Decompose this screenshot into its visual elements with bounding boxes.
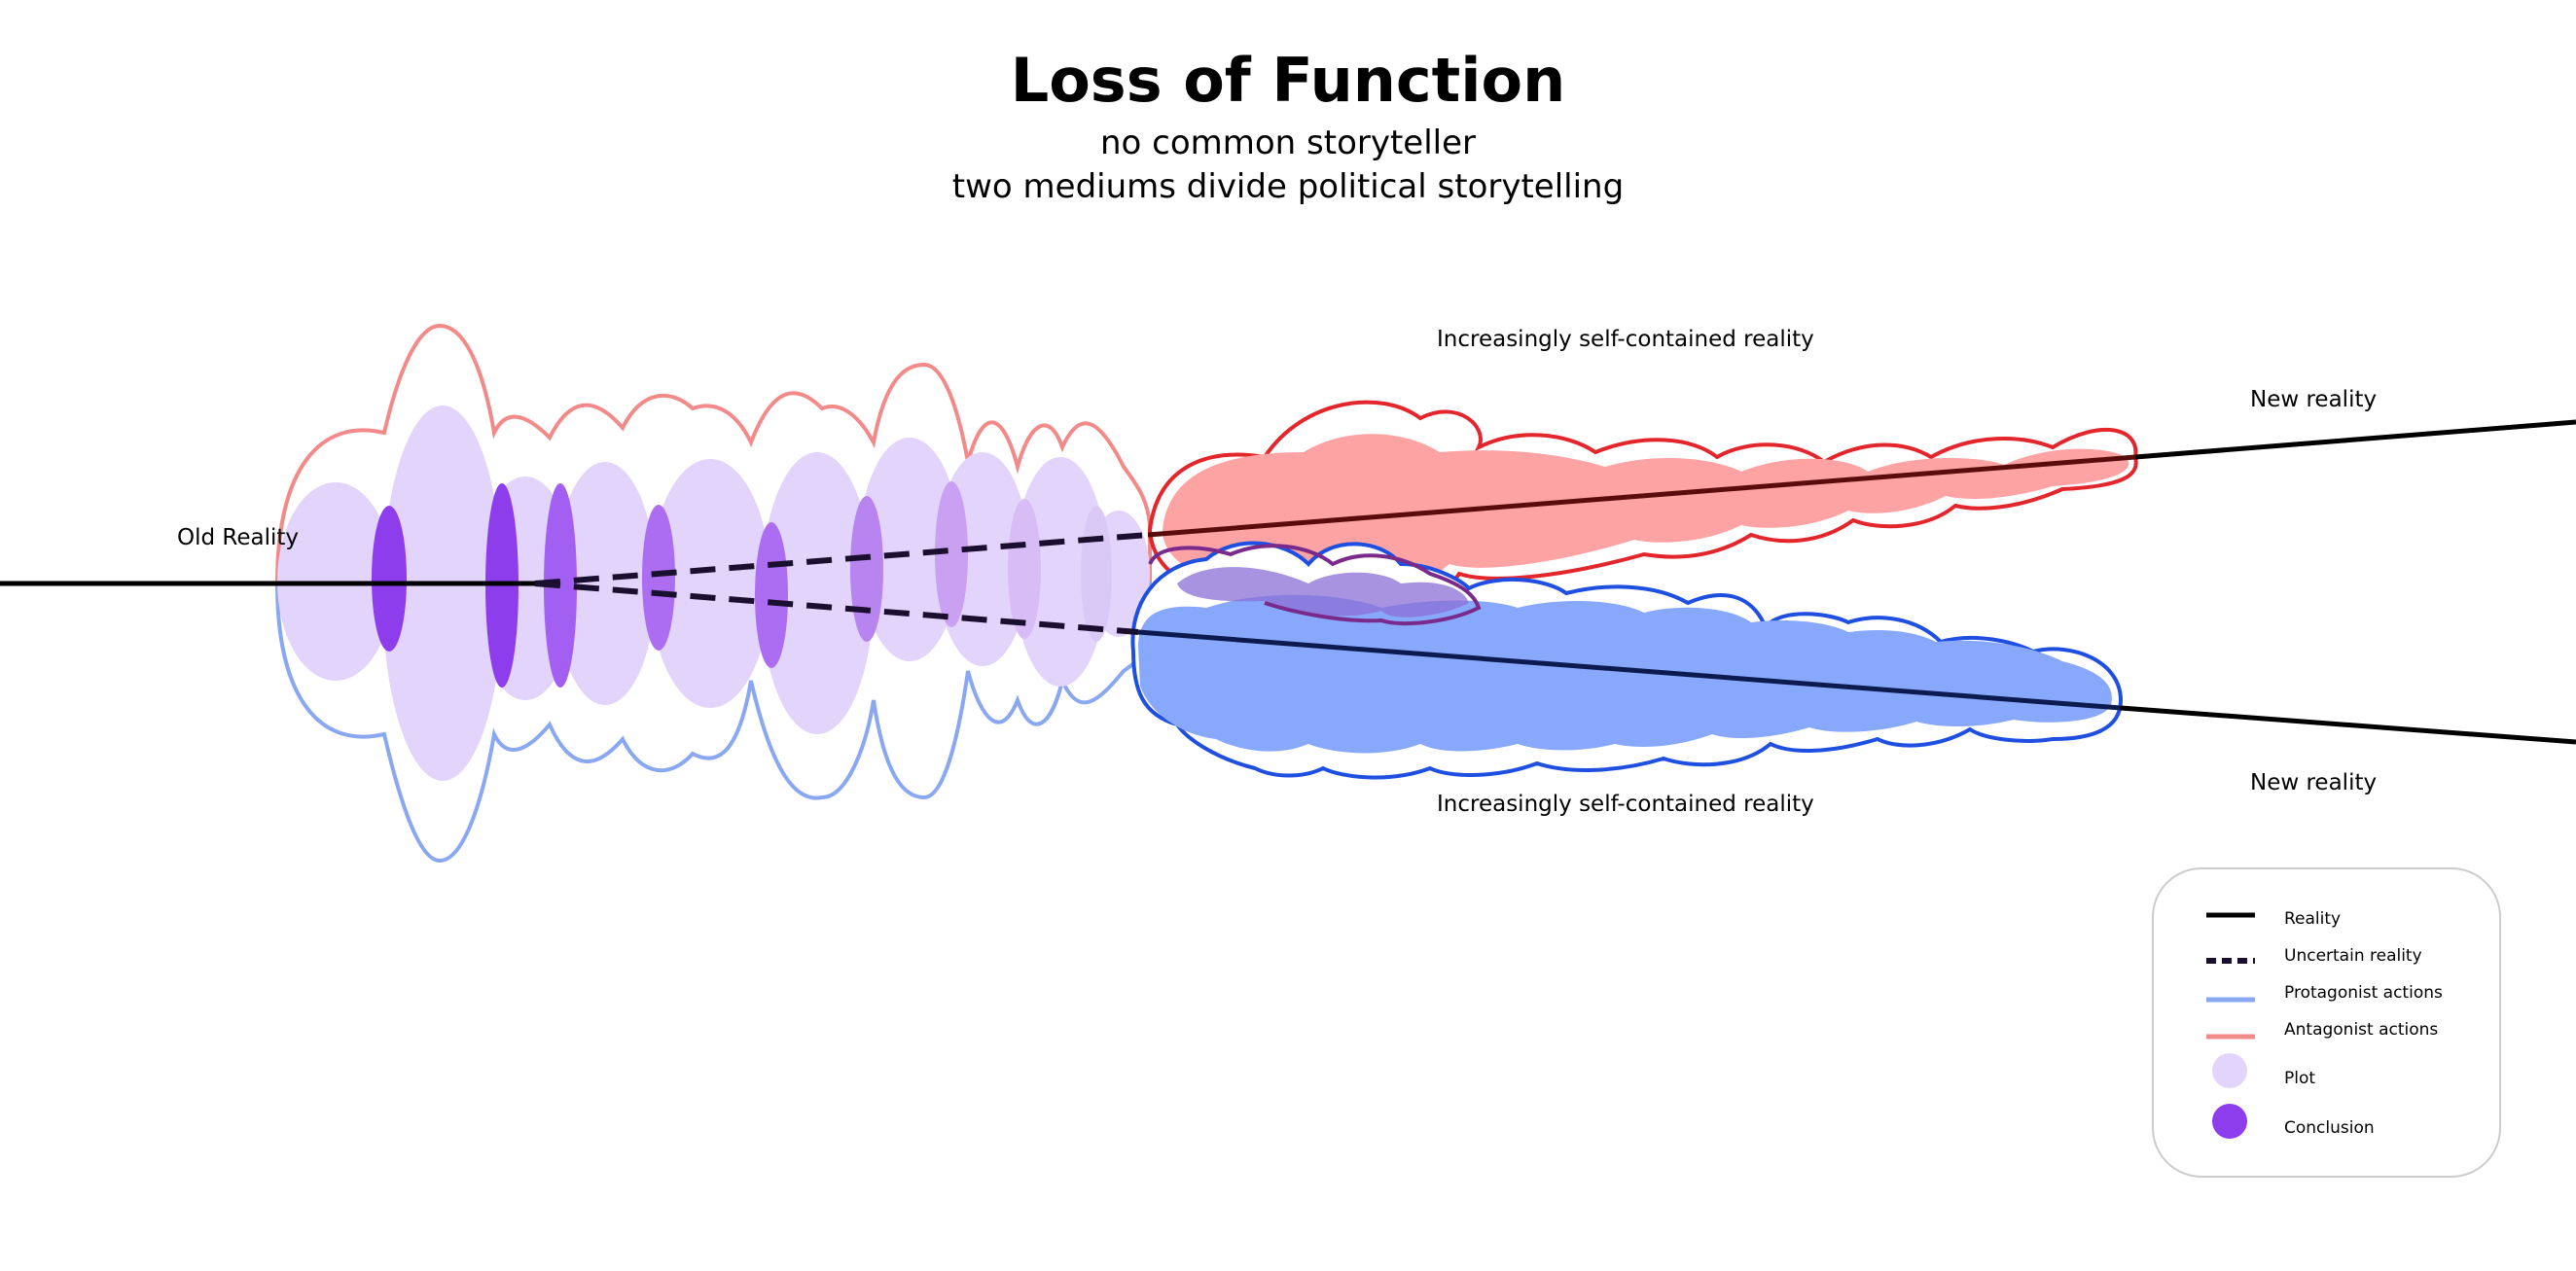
lower-reality-line-inside bbox=[1137, 629, 2122, 711]
conclusion-blob bbox=[544, 483, 577, 688]
conclusion-blob bbox=[642, 505, 675, 651]
diagram-title: Loss of Function bbox=[1011, 45, 1566, 116]
legend-reality-label: Reality bbox=[2284, 909, 2341, 929]
upper-self-contained-label: Increasingly self-contained reality bbox=[1437, 327, 1814, 352]
subtitle-line-2: two mediums divide political storytellin… bbox=[952, 167, 1624, 206]
legend-uncertain-label: Uncertain reality bbox=[2284, 946, 2422, 966]
legend-plot-label: Plot bbox=[2284, 1069, 2315, 1088]
lower-new-reality-line bbox=[2120, 705, 2576, 745]
conclusion-blob bbox=[1081, 506, 1112, 642]
upper-new-reality-line bbox=[2134, 419, 2576, 460]
plot-blob bbox=[859, 438, 960, 661]
legend-antagonist-label: Antagonist actions bbox=[2284, 1020, 2438, 1040]
conclusion-blob bbox=[850, 496, 883, 642]
plot-blob bbox=[761, 452, 874, 734]
legend-plot-swatch bbox=[2212, 1053, 2247, 1088]
subtitle-line-1: no common storyteller bbox=[1100, 124, 1476, 162]
conclusion-blob bbox=[1008, 499, 1041, 639]
upper-new-reality-label: New reality bbox=[2250, 387, 2377, 412]
legend-protagonist-label: Protagonist actions bbox=[2284, 983, 2443, 1003]
plot-blob bbox=[382, 406, 503, 781]
legend-box bbox=[2152, 867, 2501, 1178]
plot-blob bbox=[555, 462, 656, 705]
conclusion-blob bbox=[372, 506, 407, 652]
old-reality-label: Old Reality bbox=[177, 525, 299, 550]
uncertain-reality-upper bbox=[534, 532, 1149, 586]
lower-reality-fill bbox=[1138, 594, 2112, 754]
legend-conclusion-swatch bbox=[2212, 1104, 2247, 1139]
protagonist-actions-outline bbox=[274, 582, 1152, 864]
conclusion-blob bbox=[935, 481, 968, 627]
uncertain-reality-lower bbox=[534, 581, 1139, 635]
lower-new-reality-label: New reality bbox=[2250, 770, 2377, 795]
conclusion-blob bbox=[755, 522, 788, 668]
legend-conclusion-label: Conclusion bbox=[2284, 1118, 2375, 1138]
plot-blob bbox=[650, 459, 770, 708]
lower-self-contained-label: Increasingly self-contained reality bbox=[1437, 792, 1814, 817]
upper-reality-line-inside bbox=[1147, 454, 2136, 538]
legend: Reality Uncertain reality Protagonist ac… bbox=[2152, 867, 2501, 1178]
antagonist-actions-outline bbox=[274, 323, 1152, 585]
bubble-overlap bbox=[1148, 544, 1482, 626]
